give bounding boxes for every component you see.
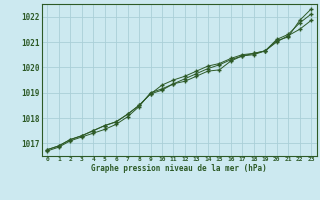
X-axis label: Graphe pression niveau de la mer (hPa): Graphe pression niveau de la mer (hPa): [91, 164, 267, 173]
